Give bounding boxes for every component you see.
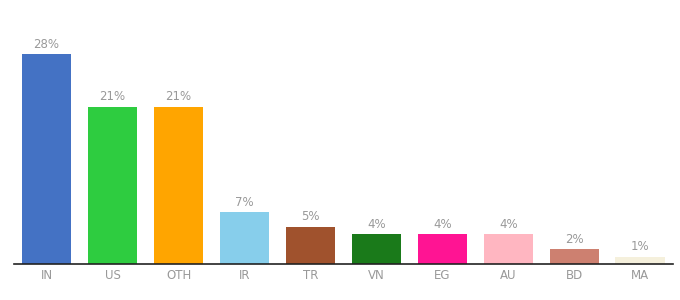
Bar bbox=[22, 54, 71, 264]
Text: 2%: 2% bbox=[565, 233, 583, 246]
Text: 7%: 7% bbox=[235, 196, 254, 208]
Text: 5%: 5% bbox=[301, 211, 320, 224]
Text: 1%: 1% bbox=[631, 241, 649, 254]
Text: 21%: 21% bbox=[165, 91, 192, 103]
Bar bbox=[615, 256, 665, 264]
Text: 28%: 28% bbox=[33, 38, 60, 51]
Text: 4%: 4% bbox=[367, 218, 386, 231]
Bar bbox=[549, 249, 599, 264]
Bar bbox=[286, 226, 335, 264]
Text: 4%: 4% bbox=[499, 218, 517, 231]
Bar bbox=[154, 106, 203, 264]
Bar bbox=[352, 234, 401, 264]
Text: 4%: 4% bbox=[433, 218, 452, 231]
Bar bbox=[483, 234, 533, 264]
Bar bbox=[220, 212, 269, 264]
Bar bbox=[418, 234, 467, 264]
Text: 21%: 21% bbox=[99, 91, 126, 103]
Bar bbox=[88, 106, 137, 264]
